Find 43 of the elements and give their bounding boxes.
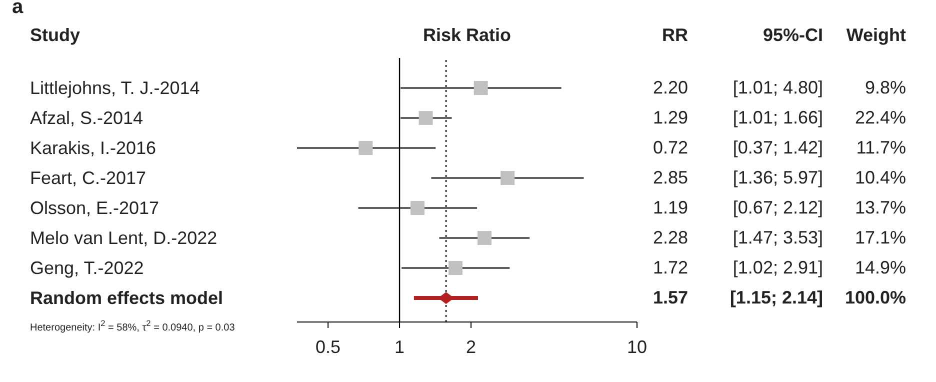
text: 14.9% bbox=[854, 258, 906, 278]
text: Heterogeneity: I$^{2}$ = 58%, τ$^{2}$ = 0.0940, p = 0.03 bbox=[30, 318, 235, 334]
y-axis-title: Study bbox=[30, 25, 80, 46]
y-tick-label: Littlejohns, T. J.-2014 bbox=[30, 78, 200, 98]
y-tick-label: Feart, C.-2017 bbox=[30, 168, 146, 188]
text: [0.37; 1.42] bbox=[732, 138, 823, 158]
y-tick-label: Karakis, I.-2016 bbox=[30, 138, 156, 158]
text: [1.01; 1.66] bbox=[732, 108, 823, 128]
y-tick-label: Afzal, S.-2014 bbox=[30, 108, 144, 128]
text: [1.36; 5.97] bbox=[732, 168, 823, 188]
text: [1.15; 2.14] bbox=[730, 288, 823, 308]
data-label: 2.20 bbox=[652, 78, 688, 98]
data-label: 1.29 bbox=[652, 108, 688, 128]
y-tick-label: Geng, T.-2022 bbox=[30, 258, 144, 278]
text: 100.0% bbox=[844, 288, 906, 308]
text: 9.8% bbox=[864, 78, 906, 98]
x-tick-label: 2 bbox=[466, 336, 476, 357]
data-label: 1.19 bbox=[652, 198, 688, 218]
data-label: 0.72 bbox=[652, 138, 688, 158]
y-tick-label: Olsson, E.-2017 bbox=[30, 198, 160, 218]
text: 10.4% bbox=[854, 168, 906, 188]
x-tick-label: 1 bbox=[394, 336, 405, 357]
text: 13.7% bbox=[854, 198, 906, 218]
data-label: 1.72 bbox=[652, 258, 688, 278]
text: [1.01; 4.80] bbox=[732, 78, 823, 98]
text: 22.4% bbox=[854, 108, 906, 128]
text: 95%-CI bbox=[762, 25, 823, 46]
y-tick-label: Melo van Lent, D.-2022 bbox=[30, 228, 218, 248]
text: a bbox=[12, 0, 24, 19]
data-label: 2.85 bbox=[652, 168, 688, 188]
text: [0.67; 2.12] bbox=[732, 198, 823, 218]
x-axis-title: Risk Ratio bbox=[422, 25, 512, 46]
text: Weight bbox=[846, 25, 906, 46]
data-label: 2.28 bbox=[652, 228, 688, 248]
text: RR bbox=[662, 25, 688, 46]
text: 17.1% bbox=[854, 228, 906, 248]
y-tick-label: Random effects model bbox=[30, 288, 224, 308]
x-tick-label: 10 bbox=[626, 336, 648, 357]
text: 11.7% bbox=[856, 138, 906, 158]
text: [1.02; 2.91] bbox=[732, 258, 823, 278]
text: [1.47; 3.53] bbox=[732, 228, 823, 248]
text: 1.57 bbox=[652, 288, 688, 308]
x-tick-label: 0.5 bbox=[316, 336, 341, 357]
